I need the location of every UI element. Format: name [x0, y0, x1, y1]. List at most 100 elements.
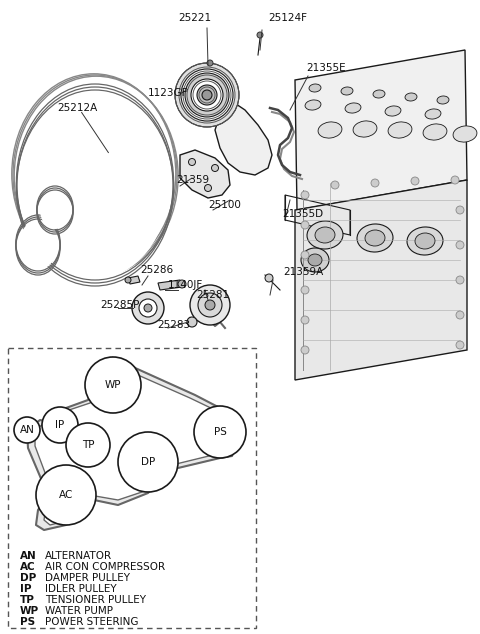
Ellipse shape	[425, 109, 441, 119]
Text: 1140JF: 1140JF	[168, 280, 203, 290]
Ellipse shape	[451, 176, 459, 184]
Polygon shape	[295, 180, 467, 380]
Ellipse shape	[305, 100, 321, 110]
Ellipse shape	[407, 227, 443, 255]
Text: PS: PS	[20, 617, 35, 627]
Text: 21359A: 21359A	[283, 267, 323, 277]
Ellipse shape	[85, 357, 141, 413]
Ellipse shape	[36, 465, 96, 525]
Text: TP: TP	[82, 440, 94, 450]
Ellipse shape	[437, 96, 449, 104]
Text: 25283: 25283	[157, 320, 190, 330]
Ellipse shape	[118, 432, 178, 492]
Text: ALTERNATOR: ALTERNATOR	[45, 551, 112, 561]
Ellipse shape	[125, 277, 131, 283]
Ellipse shape	[132, 292, 164, 324]
Text: 1123GF: 1123GF	[148, 88, 189, 98]
Text: DAMPER PULLEY: DAMPER PULLEY	[45, 573, 130, 583]
Ellipse shape	[265, 274, 273, 282]
Ellipse shape	[205, 300, 215, 310]
Ellipse shape	[202, 90, 212, 100]
Text: 21355E: 21355E	[306, 63, 346, 73]
Text: WP: WP	[20, 606, 39, 616]
Text: PS: PS	[214, 427, 227, 437]
Ellipse shape	[187, 317, 197, 327]
Text: WATER PUMP: WATER PUMP	[45, 606, 113, 616]
Ellipse shape	[144, 304, 152, 312]
Ellipse shape	[175, 63, 239, 127]
Ellipse shape	[318, 122, 342, 138]
Ellipse shape	[456, 341, 464, 349]
Ellipse shape	[345, 103, 361, 113]
Ellipse shape	[456, 276, 464, 284]
Text: 25100: 25100	[208, 200, 241, 210]
Ellipse shape	[190, 285, 230, 325]
Ellipse shape	[139, 299, 157, 317]
Ellipse shape	[197, 85, 217, 105]
Ellipse shape	[301, 221, 309, 229]
Polygon shape	[158, 280, 182, 290]
Ellipse shape	[178, 280, 186, 288]
Ellipse shape	[301, 346, 309, 354]
Text: TP: TP	[20, 595, 35, 605]
Polygon shape	[27, 358, 240, 530]
Ellipse shape	[373, 90, 385, 98]
Text: 25212A: 25212A	[57, 103, 97, 113]
Ellipse shape	[456, 311, 464, 319]
Ellipse shape	[212, 164, 218, 172]
Ellipse shape	[185, 73, 229, 117]
Ellipse shape	[365, 230, 385, 246]
Ellipse shape	[301, 316, 309, 324]
Text: 25124F: 25124F	[268, 13, 307, 23]
Text: AC: AC	[20, 562, 36, 572]
Ellipse shape	[385, 106, 401, 116]
Text: POWER STEERING: POWER STEERING	[45, 617, 139, 627]
Text: AIR CON COMPRESSOR: AIR CON COMPRESSOR	[45, 562, 165, 572]
Ellipse shape	[21, 91, 169, 279]
Ellipse shape	[315, 227, 335, 243]
Text: AN: AN	[20, 425, 35, 435]
Text: AN: AN	[20, 551, 37, 561]
Text: WP: WP	[105, 380, 121, 390]
Ellipse shape	[194, 406, 246, 458]
Text: 25286: 25286	[140, 265, 173, 275]
Ellipse shape	[411, 177, 419, 185]
Polygon shape	[215, 100, 272, 175]
Text: 21359: 21359	[176, 175, 209, 185]
Text: IP: IP	[55, 420, 65, 430]
Ellipse shape	[14, 417, 40, 443]
Polygon shape	[128, 276, 140, 284]
Ellipse shape	[19, 220, 57, 270]
Ellipse shape	[181, 69, 233, 121]
Text: 25285P: 25285P	[100, 300, 139, 310]
Ellipse shape	[353, 121, 377, 137]
Ellipse shape	[301, 248, 329, 272]
Ellipse shape	[42, 407, 78, 443]
Ellipse shape	[415, 233, 435, 249]
Ellipse shape	[207, 60, 213, 66]
Ellipse shape	[204, 184, 212, 191]
Ellipse shape	[423, 124, 447, 140]
Ellipse shape	[301, 251, 309, 259]
Ellipse shape	[456, 241, 464, 249]
Ellipse shape	[257, 32, 263, 38]
Ellipse shape	[357, 224, 393, 252]
Text: 21355D: 21355D	[282, 209, 323, 219]
Text: 25221: 25221	[179, 13, 212, 23]
Ellipse shape	[309, 84, 321, 92]
Text: 25281: 25281	[196, 290, 229, 300]
Ellipse shape	[308, 254, 322, 266]
Ellipse shape	[189, 158, 195, 165]
Bar	[8, 348, 256, 628]
Ellipse shape	[66, 423, 110, 467]
Ellipse shape	[307, 221, 343, 249]
Ellipse shape	[301, 286, 309, 294]
Ellipse shape	[456, 206, 464, 214]
Text: IDLER PULLEY: IDLER PULLEY	[45, 584, 117, 594]
Ellipse shape	[40, 191, 70, 229]
Polygon shape	[180, 150, 230, 198]
Ellipse shape	[371, 179, 379, 187]
Text: DP: DP	[20, 573, 36, 583]
Text: TENSIONER PULLEY: TENSIONER PULLEY	[45, 595, 146, 605]
Ellipse shape	[198, 293, 222, 317]
